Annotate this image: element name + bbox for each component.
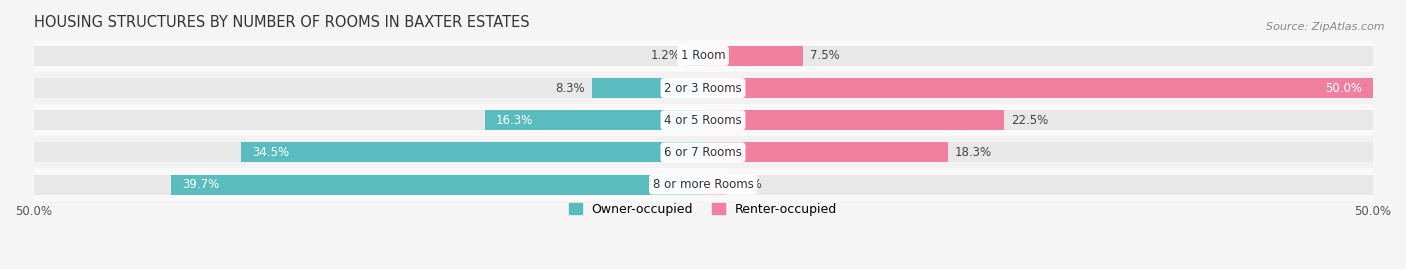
Bar bbox=[34, 78, 1372, 98]
Text: 7.5%: 7.5% bbox=[810, 49, 839, 62]
Bar bbox=[34, 72, 1372, 104]
Text: 1 Room: 1 Room bbox=[681, 49, 725, 62]
Bar bbox=[703, 46, 803, 66]
Text: 4 or 5 Rooms: 4 or 5 Rooms bbox=[664, 114, 742, 127]
Text: 39.7%: 39.7% bbox=[183, 178, 219, 191]
Bar bbox=[34, 142, 1372, 162]
Text: 8 or more Rooms: 8 or more Rooms bbox=[652, 178, 754, 191]
Text: 1.7%: 1.7% bbox=[733, 178, 762, 191]
Text: 50.0%: 50.0% bbox=[1324, 82, 1362, 94]
Bar bbox=[703, 110, 1004, 130]
Legend: Owner-occupied, Renter-occupied: Owner-occupied, Renter-occupied bbox=[564, 198, 842, 221]
Bar bbox=[34, 46, 1372, 66]
Text: 6 or 7 Rooms: 6 or 7 Rooms bbox=[664, 146, 742, 159]
Text: 34.5%: 34.5% bbox=[252, 146, 288, 159]
Bar bbox=[688, 46, 703, 66]
Text: 16.3%: 16.3% bbox=[495, 114, 533, 127]
Bar bbox=[34, 40, 1372, 72]
Bar bbox=[703, 142, 948, 162]
Bar bbox=[34, 168, 1372, 201]
Bar bbox=[34, 104, 1372, 136]
Text: 22.5%: 22.5% bbox=[1011, 114, 1049, 127]
Bar bbox=[485, 110, 703, 130]
Bar bbox=[34, 136, 1372, 168]
Bar bbox=[34, 175, 1372, 194]
Text: 2 or 3 Rooms: 2 or 3 Rooms bbox=[664, 82, 742, 94]
Text: 1.2%: 1.2% bbox=[651, 49, 681, 62]
Bar bbox=[34, 110, 1372, 130]
Text: 18.3%: 18.3% bbox=[955, 146, 991, 159]
Text: 8.3%: 8.3% bbox=[555, 82, 585, 94]
Bar bbox=[592, 78, 703, 98]
Bar bbox=[703, 175, 725, 194]
Bar bbox=[703, 78, 1372, 98]
Bar bbox=[172, 175, 703, 194]
Bar bbox=[240, 142, 703, 162]
Text: HOUSING STRUCTURES BY NUMBER OF ROOMS IN BAXTER ESTATES: HOUSING STRUCTURES BY NUMBER OF ROOMS IN… bbox=[34, 15, 529, 30]
Text: Source: ZipAtlas.com: Source: ZipAtlas.com bbox=[1267, 22, 1385, 31]
